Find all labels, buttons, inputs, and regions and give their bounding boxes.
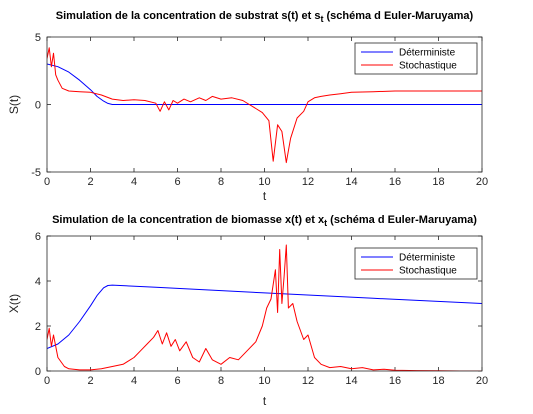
x-tick-label: 10 (258, 375, 270, 387)
axes-frame (46, 36, 483, 173)
legend: Déterministe Stochastique (354, 42, 478, 75)
series-line-stochastique (47, 47, 482, 164)
chart-title-main: Simulation de la concentration de substr… (56, 10, 321, 22)
series-line-deterministe (47, 63, 482, 105)
y-tick-label: 5 (35, 32, 41, 44)
chart-title-main: Simulation de la concentration de biomas… (52, 214, 325, 226)
series-line-stochastique (47, 244, 482, 371)
substrate-plot: Simulation de la concentration de substr… (7, 10, 488, 203)
axes-frame (46, 235, 483, 372)
x-tick-label: 8 (218, 375, 224, 387)
y-axis-label: X(t) (7, 294, 21, 313)
x-axis-label: t (263, 189, 267, 203)
chart-title-suffix: (schéma d Euler-Maruyama) (323, 10, 473, 22)
legend-box (354, 42, 478, 75)
x-tick-label: 20 (476, 176, 488, 188)
y-tick-label: 2 (35, 321, 41, 333)
x-tick-label: 6 (174, 176, 180, 188)
chart-title: Simulation de la concentration de substr… (56, 10, 474, 24)
x-tick-label: 16 (389, 375, 401, 387)
x-tick-label: 16 (389, 176, 401, 188)
x-tick-label: 0 (44, 375, 50, 387)
x-tick-label: 2 (87, 176, 93, 188)
x-tick-label: 18 (432, 176, 444, 188)
y-tick-label: -5 (31, 167, 41, 179)
x-axis-label: t (263, 394, 267, 408)
legend-label: Déterministe (399, 48, 456, 59)
legend-label: Déterministe (399, 253, 456, 264)
x-tick-label: 10 (258, 176, 270, 188)
x-tick-label: 0 (44, 176, 50, 188)
x-tick-label: 18 (432, 375, 444, 387)
y-tick-label: 4 (35, 276, 41, 288)
legend-box (354, 247, 478, 280)
chart-title-suffix: (schéma d Euler-Maruyama) (327, 214, 477, 226)
y-tick-label: 6 (35, 231, 41, 243)
x-tick-label: 8 (218, 176, 224, 188)
x-tick-label: 14 (345, 176, 357, 188)
x-tick-label: 14 (345, 375, 357, 387)
chart-title-subscript: t (324, 218, 327, 228)
legend: Déterministe Stochastique (354, 247, 478, 280)
series-line-deterministe (47, 284, 482, 349)
y-tick-label: 0 (35, 100, 41, 112)
y-axis-label: S(t) (7, 95, 21, 114)
chart-title-subscript: t (320, 14, 323, 24)
x-tick-label: 12 (302, 176, 314, 188)
x-tick-label: 4 (131, 176, 137, 188)
y-tick-label: 0 (35, 366, 41, 378)
legend-label: Stochastique (399, 266, 457, 277)
x-tick-label: 12 (302, 375, 314, 387)
x-tick-label: 4 (131, 375, 137, 387)
chart-title: Simulation de la concentration de biomas… (52, 214, 477, 228)
legend-label: Stochastique (399, 61, 457, 72)
x-tick-label: 20 (476, 375, 488, 387)
x-tick-label: 2 (87, 375, 93, 387)
biomass-plot: Simulation de la concentration de biomas… (7, 214, 488, 408)
x-tick-label: 6 (174, 375, 180, 387)
